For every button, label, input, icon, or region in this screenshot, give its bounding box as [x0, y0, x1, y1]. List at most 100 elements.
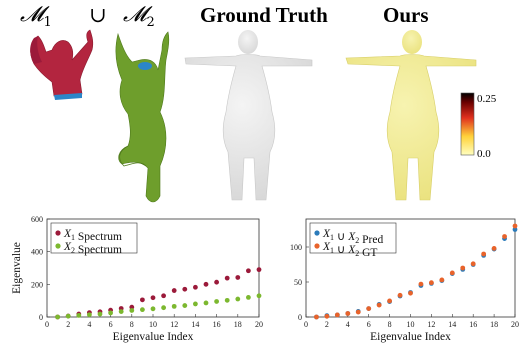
data-point — [408, 290, 413, 296]
mesh-ground-truth — [184, 30, 313, 201]
x-tick-label: 6 — [367, 320, 371, 329]
x-tick-label: 14 — [448, 320, 456, 329]
x-tick-label: 20 — [255, 320, 263, 329]
data-point — [118, 309, 124, 315]
data-point — [355, 309, 361, 315]
x-tick-label: 8 — [388, 320, 392, 329]
mesh-ours — [345, 30, 477, 201]
data-point — [235, 296, 241, 302]
data-point — [203, 300, 209, 306]
data-point — [193, 284, 198, 290]
data-point — [161, 305, 167, 311]
data-point — [140, 297, 145, 303]
y-axis-label: Eigenvalue — [11, 242, 23, 294]
data-point — [171, 303, 177, 309]
y-tick-label: 0 — [298, 313, 302, 322]
x-tick-label: 0 — [304, 320, 308, 329]
data-point — [502, 234, 507, 239]
data-point — [512, 227, 518, 232]
data-point — [314, 314, 319, 320]
data-point — [87, 312, 92, 318]
data-point — [224, 297, 230, 303]
data-point — [397, 292, 403, 298]
x-axis-label: Eigenvalue Index — [370, 331, 451, 343]
legend-label: X1 Spectrum — [63, 228, 122, 243]
data-point — [129, 308, 135, 313]
y-tick-label: 400 — [31, 248, 43, 257]
x-tick-label: 2 — [325, 320, 329, 329]
x-tick-label: 20 — [511, 320, 519, 329]
data-point — [214, 299, 220, 304]
legend-marker — [314, 230, 320, 236]
data-point — [449, 270, 455, 276]
legend-box — [50, 222, 138, 254]
data-point — [460, 265, 466, 271]
x-tick-label: 10 — [149, 320, 157, 329]
x-tick-label: 4 — [346, 320, 350, 329]
data-point — [439, 277, 445, 283]
data-point — [108, 310, 113, 316]
x-tick-label: 16 — [213, 320, 221, 329]
data-point — [334, 312, 340, 318]
x-tick-label: 16 — [469, 320, 477, 329]
ground-truth-title: Ground Truth — [200, 3, 328, 27]
x-tick-label: 4 — [87, 320, 91, 329]
data-point — [182, 303, 188, 308]
data-point — [470, 261, 476, 267]
legend-marker — [314, 243, 320, 249]
x-tick-label: 14 — [191, 320, 199, 329]
data-point — [345, 311, 351, 316]
x-axis-label: Eigenvalue Index — [113, 331, 194, 343]
mesh-m1 — [30, 29, 94, 100]
x-tick-label: 2 — [66, 320, 70, 329]
m2-symbol: 𝓜 — [123, 2, 147, 26]
m1-label: 𝓜1 — [20, 2, 52, 30]
data-point — [224, 275, 230, 281]
m1-subscript: 1 — [43, 15, 52, 31]
colorbar — [460, 92, 475, 156]
y-tick-label: 50 — [294, 278, 302, 287]
data-point — [246, 295, 251, 300]
y-tick-label: 600 — [31, 215, 43, 224]
data-point — [366, 306, 372, 311]
data-point — [512, 223, 518, 229]
legend-box — [309, 222, 397, 254]
data-point — [140, 307, 145, 313]
m2-label: 𝓜2 — [123, 2, 155, 30]
colorbar-max-label: 0.25 — [477, 93, 497, 105]
y-tick-label: 100 — [290, 243, 302, 252]
data-point — [150, 306, 156, 312]
x-tick-label: 8 — [130, 320, 134, 329]
data-point — [171, 288, 177, 293]
legend-label: X1 ∪ X2 GT — [322, 241, 377, 259]
data-point — [55, 314, 60, 320]
legend-marker — [55, 243, 61, 249]
data-point — [256, 267, 262, 273]
colorbar-min-label: 0.0 — [477, 148, 491, 160]
y-tick-label: 200 — [31, 280, 43, 289]
data-point — [235, 275, 241, 280]
y-tick-label: 0 — [39, 313, 43, 322]
data-point — [161, 293, 167, 299]
data-point — [387, 298, 392, 304]
data-point — [324, 313, 330, 319]
data-point — [246, 268, 251, 274]
data-point — [491, 246, 497, 251]
data-point — [150, 295, 156, 301]
data-point — [418, 281, 424, 287]
data-point — [65, 313, 71, 319]
x-tick-label: 18 — [490, 320, 498, 329]
data-point — [481, 251, 487, 257]
union-symbol: ∪ — [89, 3, 107, 27]
m1-symbol: 𝓜 — [20, 2, 44, 26]
plot-spectra-union: 0 2 4 6 8 10 12 14 16 18 20 0 50 100 Eigenvalue Index X… — [290, 218, 519, 343]
mesh-m2 — [115, 31, 170, 203]
data-point — [182, 286, 188, 292]
ours-title: Ours — [383, 3, 429, 27]
x-tick-label: 12 — [427, 320, 435, 329]
legend-marker — [55, 230, 61, 236]
m2-subscript: 2 — [146, 15, 155, 31]
data-point — [256, 293, 262, 299]
